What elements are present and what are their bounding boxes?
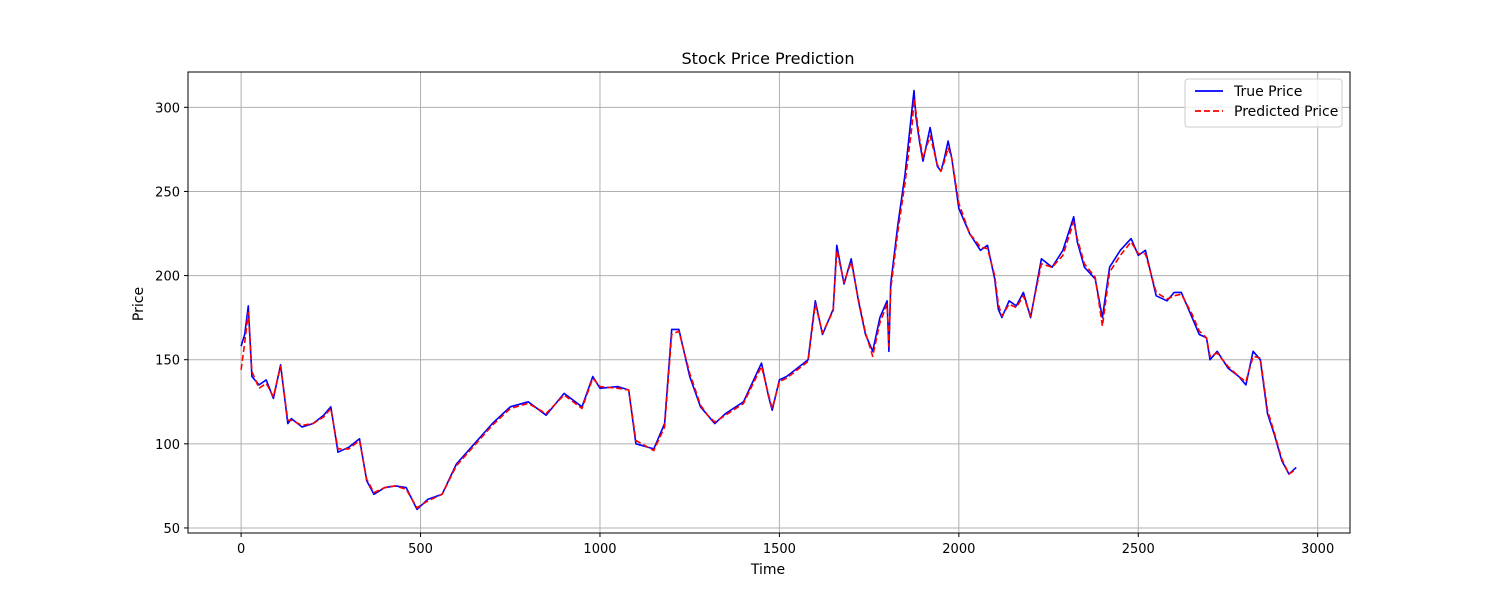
y-tick-label: 100	[155, 438, 180, 453]
x-axis-ticks: 0 500 1000 1500 2000 2500 3000	[237, 533, 1334, 557]
x-axis-label: Time	[750, 562, 785, 578]
grid	[188, 72, 1350, 533]
legend-box	[1184, 78, 1343, 128]
chart-title: Stock Price Prediction	[682, 49, 855, 68]
y-tick-label: 50	[163, 522, 180, 537]
y-tick-label: 250	[155, 185, 180, 200]
y-tick-label: 150	[155, 354, 180, 369]
x-tick-label: 2000	[942, 542, 975, 557]
legend: True Price Predicted Price	[1184, 78, 1343, 128]
y-tick-label: 300	[155, 101, 180, 116]
y-tick-label: 200	[155, 270, 180, 285]
legend-label-predicted-price: Predicted Price	[1234, 104, 1338, 120]
x-tick-label: 0	[237, 542, 245, 557]
x-tick-label: 3000	[1301, 542, 1334, 557]
x-tick-label: 500	[408, 542, 433, 557]
series-line-predicted-price	[240, 98, 1297, 509]
plot-frame	[187, 71, 1351, 534]
x-tick-label: 2500	[1122, 542, 1155, 557]
x-tick-label: 1500	[763, 542, 796, 557]
x-tick-label: 1000	[583, 542, 616, 557]
y-axis-label: Price	[131, 287, 147, 321]
y-axis-ticks: 50 100 150 200 250 300	[155, 101, 188, 537]
legend-label-true-price: True Price	[1233, 84, 1302, 100]
series-lines	[240, 89, 1297, 511]
